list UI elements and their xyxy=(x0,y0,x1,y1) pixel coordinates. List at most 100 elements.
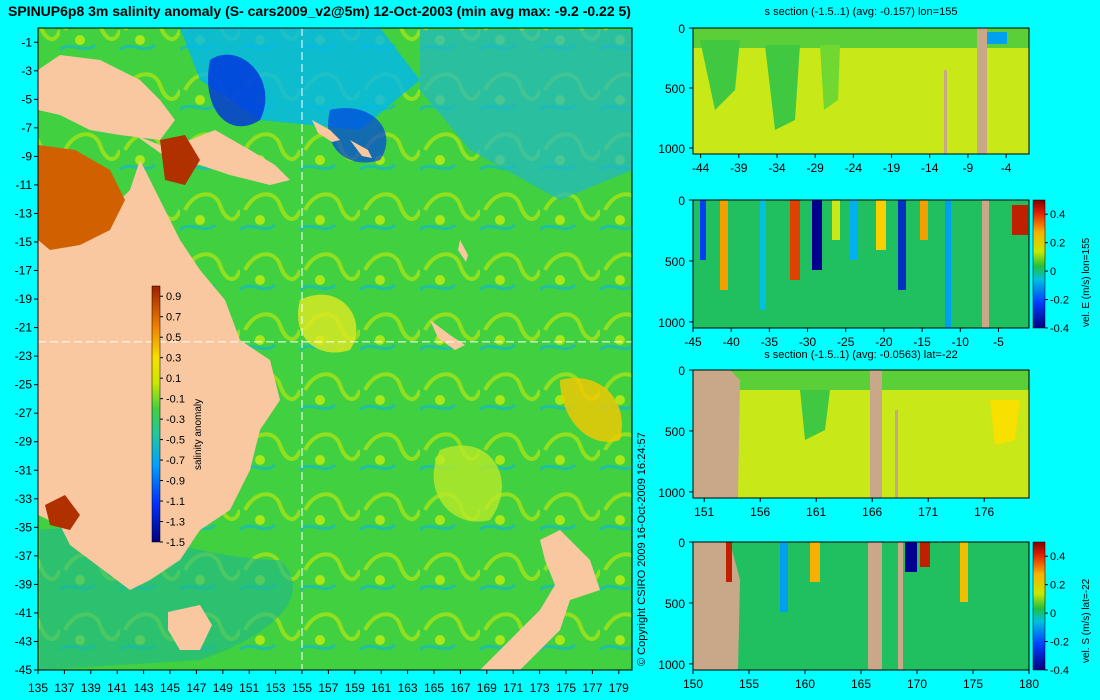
velocity-band xyxy=(898,200,906,290)
y-tick-label: 500 xyxy=(665,425,685,439)
section-land xyxy=(977,28,987,154)
y-tick-label: 500 xyxy=(665,597,685,611)
x-tick-label: -34 xyxy=(768,161,786,175)
y-tick-label: -7 xyxy=(21,121,32,135)
y-tick-label: -15 xyxy=(15,235,33,249)
y-tick-label: -21 xyxy=(15,321,33,335)
map-plot-area xyxy=(37,27,633,671)
colorbar-tick-label: 0.2 xyxy=(1050,580,1065,592)
fresh-water-patch xyxy=(420,30,632,200)
x-tick-label: 145 xyxy=(160,681,180,695)
panel-x-axis: 151 156 161 166 171 176 xyxy=(694,498,995,519)
x-tick-label: 151 xyxy=(239,681,259,695)
x-tick-label: -44 xyxy=(692,161,710,175)
section-field xyxy=(693,200,1029,328)
x-tick-label: -39 xyxy=(730,161,748,175)
y-tick-label: 0 xyxy=(678,364,685,378)
land-new-caledonia xyxy=(430,320,465,350)
low-salinity-tongue xyxy=(820,45,840,110)
x-tick-label: 165 xyxy=(424,681,444,695)
colorbar-tick-label: 0.4 xyxy=(1050,209,1065,221)
x-tick-label: 169 xyxy=(477,681,497,695)
y-tick-label: -5 xyxy=(21,92,32,106)
colorbar-tick-label: -0.4 xyxy=(1050,665,1069,677)
section-field xyxy=(693,370,1029,498)
salty-patch xyxy=(298,294,357,353)
land-solomon-islands xyxy=(312,120,340,142)
x-tick-label: 165 xyxy=(851,677,871,691)
salty-coastal-patch xyxy=(45,495,80,530)
land-tasmania xyxy=(168,605,212,650)
velocity-band xyxy=(920,200,928,240)
velocity-band xyxy=(760,200,766,310)
x-tick-label: -10 xyxy=(952,335,970,349)
x-tick-label: 141 xyxy=(107,681,127,695)
colorbar-tick-label: 0.4 xyxy=(1050,551,1065,563)
x-tick-label: -5 xyxy=(993,335,1004,349)
x-tick-label: -25 xyxy=(837,335,855,349)
y-tick-label: 0 xyxy=(678,22,685,36)
x-tick-label: 149 xyxy=(213,681,233,695)
x-tick-label: -14 xyxy=(921,161,939,175)
x-tick-label: 180 xyxy=(1019,677,1039,691)
surface-layer xyxy=(693,370,1029,390)
colorbar-tick-label: -0.9 xyxy=(166,476,185,488)
copyright-notice: © Copyright CSIRO 2009 16-Oct-2009 16:24… xyxy=(636,432,648,666)
x-tick-label: 156 xyxy=(750,505,770,519)
section-field xyxy=(693,542,1029,670)
colorbar-tick-label: -0.1 xyxy=(166,394,185,406)
x-tick-label: 171 xyxy=(503,681,523,695)
y-tick-label: -35 xyxy=(15,520,33,534)
x-tick-label: 151 xyxy=(694,505,714,519)
y-tick-label: -11 xyxy=(16,178,33,192)
colorbar-tick-label: -1.5 xyxy=(166,537,185,549)
y-tick-label: -1 xyxy=(21,35,32,49)
x-tick-label: 160 xyxy=(795,677,815,691)
map-x-axis: 135 137 139 141 143 145 147 149 151 153 155 157 159 1… xyxy=(28,670,629,695)
colorbar-tick-label: 0.1 xyxy=(166,373,181,385)
land-vanuatu xyxy=(458,240,468,262)
velocity-colorbar xyxy=(1032,199,1046,329)
y-tick-label: -41 xyxy=(15,606,33,620)
y-tick-label: -29 xyxy=(15,435,33,449)
map-y-axis: -1 -3 -5 -7 -9 -11 -13 -15 -17 -19 -21 -23 -25 -27 -29… xyxy=(15,35,38,677)
x-tick-label: 139 xyxy=(81,681,101,695)
velocity-band xyxy=(960,542,968,602)
x-tick-label: -30 xyxy=(799,335,817,349)
salty-coastal-patch xyxy=(160,135,200,185)
colorbar-tick-label: 0 xyxy=(1050,608,1056,620)
velocity-band xyxy=(850,200,858,260)
x-tick-label: 163 xyxy=(398,681,418,695)
velocity-band xyxy=(790,200,800,280)
colorbar-tick-label: -1.1 xyxy=(166,496,185,508)
y-tick-label: -39 xyxy=(15,577,33,591)
x-tick-label: 177 xyxy=(582,681,602,695)
panel-x-axis: -44 -39 -34 -29 -24 -19 -14 -9 -4 xyxy=(692,154,1012,175)
velocity-colorbar xyxy=(1032,541,1046,671)
x-tick-label: 175 xyxy=(963,677,983,691)
y-tick-label: 0 xyxy=(678,536,685,550)
salinity-colorbar-ticks: 0.9 0.7 0.5 0.3 0.1 -0.1 -0.3 -0.5 -0.7 -0.9 -1.1 -… xyxy=(160,291,185,549)
colorbar-tick-label: 0.7 xyxy=(166,312,181,324)
velocity-colorbar-ticks: 0.4 0.2 0 -0.2 -0.4 xyxy=(1045,209,1069,335)
velocity-band xyxy=(726,542,732,582)
y-tick-label: -31 xyxy=(15,463,33,477)
surface-layer xyxy=(693,28,1029,48)
y-tick-label: -23 xyxy=(15,349,33,363)
panel-y-axis: 0 500 1000 xyxy=(658,22,693,156)
velocity-band xyxy=(1012,205,1028,235)
x-tick-label: 175 xyxy=(556,681,576,695)
velocity-band xyxy=(876,200,886,250)
x-tick-label: 150 xyxy=(683,677,703,691)
velocity-band xyxy=(700,200,706,260)
low-salinity-tongue xyxy=(800,390,830,440)
panel-salinity-lat-22: 151 156 161 166 171 176 0 500 1000 xyxy=(658,364,1030,519)
x-tick-label: 161 xyxy=(371,681,391,695)
x-tick-label: -15 xyxy=(913,335,931,349)
colorbar-tick-label: 0.5 xyxy=(166,332,181,344)
y-tick-label: 0 xyxy=(678,194,685,208)
x-tick-label: 155 xyxy=(739,677,759,691)
x-tick-label: 153 xyxy=(266,681,286,695)
velocity-band xyxy=(812,200,822,270)
y-tick-label: -3 xyxy=(21,64,32,78)
